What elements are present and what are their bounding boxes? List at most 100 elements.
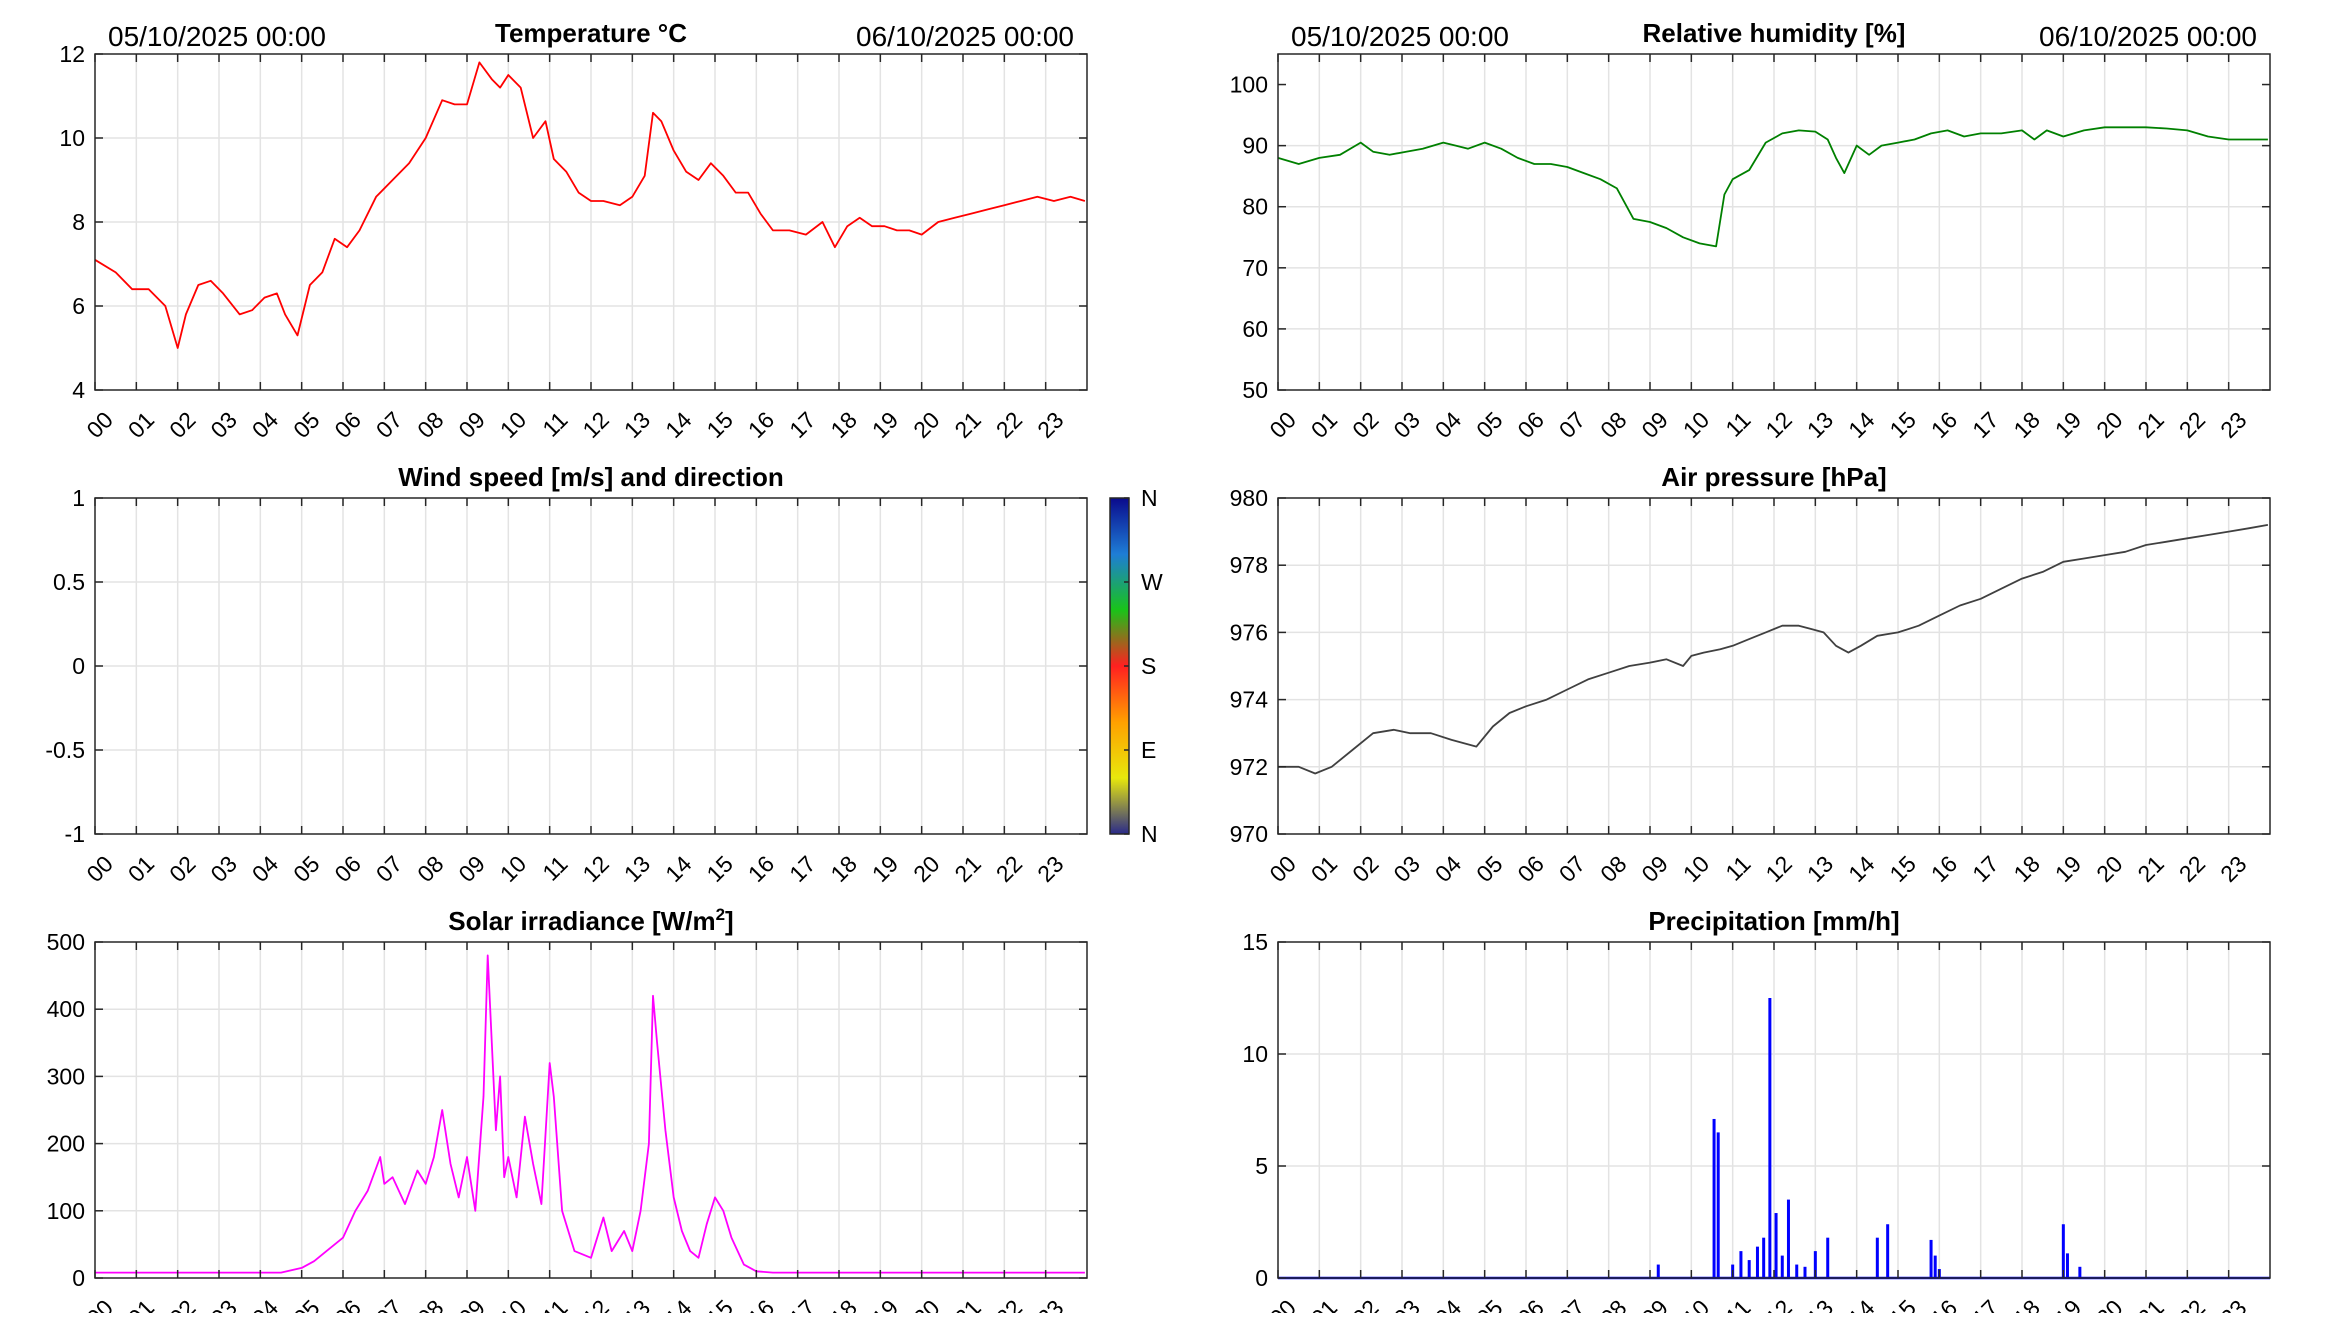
x-tick-label: 14 [660,1294,697,1313]
x-tick-label: 18 [2008,851,2044,887]
y-tick-label: 4 [72,377,85,403]
x-tick-label: 20 [2091,1295,2127,1313]
x-tick-label: 19 [867,407,903,443]
x-tick-label: 08 [412,1295,448,1313]
end-date-label: 06/10/2025 00:00 [856,21,1074,52]
x-tick-label: 00 [81,1295,117,1313]
x-tick-label: 19 [867,851,903,887]
x-tick-label: 19 [2050,1295,2086,1313]
chart-wind: 00 01 02 03 04 05 06 07 08 09 10 11 12 13 14 15 16 17 18 19… [45,462,1088,887]
x-tick-label: 21 [2132,851,2168,887]
x-tick-label: 06 [329,407,365,443]
y-tick-label: 10 [1242,1041,1268,1067]
precipitation-bar [2061,1224,2065,1278]
x-tick-label: 18 [825,407,861,443]
x-tick-label: 03 [1388,1295,1424,1313]
x-tick-label: 13 [619,1295,655,1313]
y-tick-label: 400 [47,996,85,1022]
x-tick-label: 16 [743,407,779,443]
x-tick-label: 23 [1032,851,1068,887]
x-tick-label: 09 [453,851,489,887]
y-tick-label: 1 [72,485,85,511]
temperature-series-line [94,61,1086,349]
y-tick-label: 10 [59,125,85,151]
y-tick-label: 100 [1230,72,1268,98]
x-tick-label: 22 [991,407,1027,443]
x-tick-label: 21 [2132,407,2168,443]
x-tick-label: 13 [1802,851,1838,887]
precipitation-bar [1774,1213,1778,1278]
humidity-series-line [1277,126,2268,248]
precipitation-bar [1813,1251,1817,1278]
x-tick-label: 15 [1884,851,1920,887]
x-tick-label: 22 [991,1295,1027,1313]
y-tick-label: 0 [72,653,85,679]
x-tick-label: 04 [247,406,284,443]
y-tick-label: 90 [1242,133,1268,159]
x-tick-label: 05 [288,851,324,887]
x-tick-label: 18 [2008,1295,2044,1313]
x-tick-label: 00 [81,851,117,887]
x-tick-label: 15 [701,1295,737,1313]
chart-title: Relative humidity [%] [1643,18,1906,48]
precipitation-bar [2078,1266,2082,1278]
chart-pressure: 00 01 02 03 04 05 06 07 08 09 10 11 12 13 14 15 16 17 18 19… [1230,462,2271,887]
x-tick-label: 13 [619,407,655,443]
x-tick-label: 15 [701,851,737,887]
x-tick-label: 10 [1678,851,1714,887]
precipitation-bar [1755,1246,1759,1278]
precipitation-bar [1786,1199,1790,1278]
y-tick-label: 980 [1230,485,1268,511]
x-tick-label: 06 [329,851,365,887]
x-tick-label: 02 [164,407,200,443]
x-tick-label: 04 [247,850,284,887]
x-tick-label: 17 [1967,1295,2003,1313]
x-tick-label: 11 [1720,407,1755,442]
chart-title-main: Solar irradiance [W/m [448,906,715,936]
x-tick-label: 15 [1884,407,1920,443]
x-tick-label: 22 [2174,851,2210,887]
x-tick-label: 11 [537,407,572,442]
x-tick-label: 21 [949,407,985,443]
x-tick-label: 17 [784,851,820,887]
x-tick-label: 03 [205,407,241,443]
y-tick-label: -0.5 [45,737,85,763]
chart-title: Wind speed [m/s] and direction [398,462,783,492]
precipitation-bar [1762,1237,1766,1278]
chart-title: Solar irradiance [W/m2] [448,905,733,936]
x-tick-label: 06 [1512,1295,1548,1313]
start-date-label: 05/10/2025 00:00 [108,21,326,52]
x-tick-label: 03 [1388,851,1424,887]
x-tick-label: 08 [1595,407,1631,443]
y-tick-label: 978 [1230,552,1268,578]
x-tick-label: 19 [2050,851,2086,887]
pressure-series-line [1278,524,2269,775]
x-tick-label: 09 [1636,407,1672,443]
x-tick-label: 20 [908,407,944,443]
x-tick-label: 18 [825,1295,861,1313]
x-tick-label: 14 [1843,406,1880,443]
x-tick-label: 12 [1760,1295,1796,1313]
x-tick-label: 01 [1306,851,1342,887]
chart-precipitation: 00 01 02 03 04 05 06 07 08 09 10 11 12 13 14 15 16 17 18 19… [1242,906,2271,1318]
x-tick-label: 04 [1430,406,1467,443]
x-tick-label: 20 [2091,851,2127,887]
x-tick-label: 07 [1554,1295,1590,1313]
end-date-label: 06/10/2025 00:00 [2039,21,2257,52]
x-tick-label: 00 [81,407,117,443]
x-tick-label: 13 [1802,407,1838,443]
x-tick-label: 05 [1471,1295,1507,1313]
grid [95,498,1087,834]
solar-series-line [95,954,1085,1274]
x-tick-label: 16 [1926,1295,1962,1313]
chart-humidity: 00 01 02 03 04 05 06 07 08 09 10 11 12 13 14 15 16 17 18 19… [1230,18,2271,443]
x-tick-label: 00 [1264,851,1300,887]
x-tick-label: 04 [1430,1294,1467,1313]
x-tick-label: 07 [371,407,407,443]
y-tick-label: 8 [72,209,85,235]
chart-title: Precipitation [mm/h] [1648,906,1899,936]
x-tick-label: 23 [1032,1295,1068,1313]
x-tick-label: 01 [1306,1295,1342,1313]
x-tick-label: 16 [1926,851,1962,887]
precipitation-bar [1826,1237,1830,1278]
